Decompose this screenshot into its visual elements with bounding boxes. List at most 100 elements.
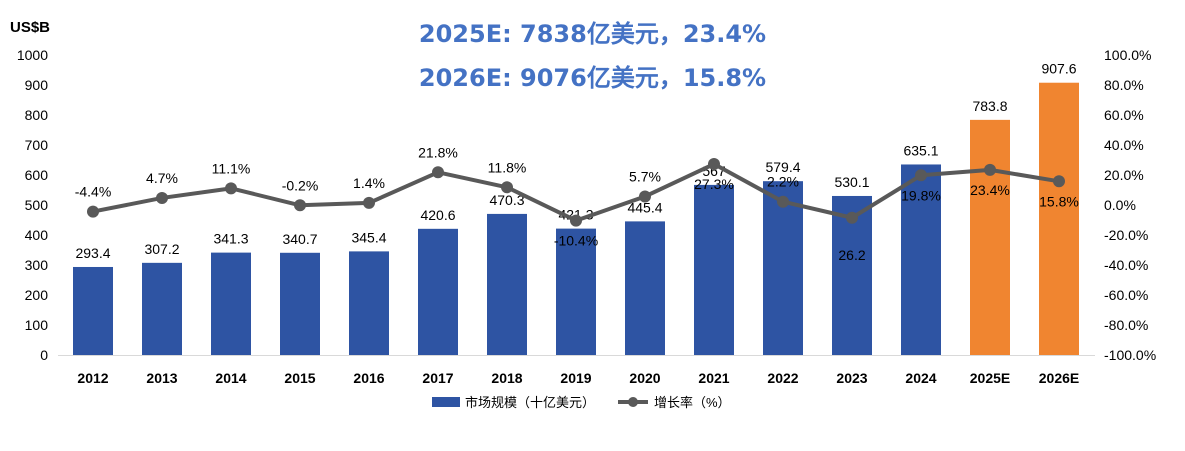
x-tick-label: 2026E xyxy=(1039,370,1079,386)
growth-value-label: 21.8% xyxy=(418,144,458,160)
bar-value-label: 341.3 xyxy=(213,231,248,247)
growth-value-label: 15.8% xyxy=(1039,193,1079,209)
growth-value-label: 1.4% xyxy=(353,175,385,191)
x-tick-label: 2014 xyxy=(215,370,246,386)
x-tick-label: 2023 xyxy=(836,370,867,386)
bar-value-label: 420.6 xyxy=(420,207,455,223)
bar-value-label: 293.4 xyxy=(75,245,110,261)
growth-value-label: 27.3% xyxy=(694,176,734,192)
growth-point-2016 xyxy=(363,196,375,209)
right-tick-label: -60.0% xyxy=(1104,287,1148,303)
bar-value-label: 530.1 xyxy=(834,174,869,190)
growth-point-2012 xyxy=(87,205,99,218)
legend-line-label: 增长率（%） xyxy=(654,395,731,410)
x-tick-label: 2013 xyxy=(146,370,177,386)
bar-2016 xyxy=(349,251,389,355)
bar-2020 xyxy=(625,221,665,355)
right-tick-label: -80.0% xyxy=(1104,317,1148,333)
growth-point-2018 xyxy=(501,181,513,194)
right-tick-label: 60.0% xyxy=(1104,107,1144,123)
bar-2026E xyxy=(1039,82,1079,355)
x-tick-label: 2019 xyxy=(560,370,591,386)
growth-point-2023 xyxy=(846,211,858,224)
headline-2026e: 2026E: 9076亿美元，15.8% xyxy=(418,64,767,92)
growth-point-2021 xyxy=(708,158,720,171)
growth-point-2014 xyxy=(225,182,237,195)
right-tick-label: -20.0% xyxy=(1104,227,1148,243)
left-tick-label: 700 xyxy=(25,137,49,153)
growth-point-2024 xyxy=(915,169,927,182)
growth-value-label: 26.2 xyxy=(838,247,865,263)
growth-value-label: 23.4% xyxy=(970,182,1010,198)
growth-point-2020 xyxy=(639,190,651,203)
left-tick-label: 400 xyxy=(25,227,49,243)
growth-value-label: -0.2% xyxy=(282,177,319,193)
left-tick-label: 1000 xyxy=(17,47,48,63)
left-tick-label: 600 xyxy=(25,167,49,183)
left-tick-label: 300 xyxy=(25,257,49,273)
headline-2025e: 2025E: 7838亿美元，23.4% xyxy=(418,20,767,48)
growth-value-label: -4.4% xyxy=(75,184,112,200)
growth-value-label: 19.8% xyxy=(901,187,941,203)
legend-bar-swatch xyxy=(432,397,460,407)
bar-2014 xyxy=(211,252,251,355)
bar-value-label: 783.8 xyxy=(972,98,1007,114)
growth-value-label: 11.1% xyxy=(212,160,251,176)
bar-value-label: 445.4 xyxy=(627,199,662,215)
x-tick-label: 2024 xyxy=(905,370,936,386)
bar-2013 xyxy=(142,262,182,355)
x-tick-label: 2017 xyxy=(422,370,453,386)
bar-2022 xyxy=(763,181,803,355)
x-tick-label: 2025E xyxy=(970,370,1010,386)
x-tick-label: 2022 xyxy=(767,370,798,386)
bar-2017 xyxy=(418,228,458,355)
right-tick-label: -100.0% xyxy=(1104,347,1156,363)
growth-value-label: -10.4% xyxy=(554,233,598,249)
growth-value-label: 11.8% xyxy=(488,159,527,175)
x-tick-label: 2018 xyxy=(491,370,522,386)
left-tick-label: 200 xyxy=(25,287,49,303)
bar-2012 xyxy=(73,266,113,355)
bar-2024 xyxy=(901,164,941,355)
bar-2018 xyxy=(487,213,527,355)
growth-point-2026E xyxy=(1053,175,1065,188)
x-tick-label: 2020 xyxy=(629,370,660,386)
right-tick-label: 20.0% xyxy=(1104,167,1144,183)
bar-value-label: 635.1 xyxy=(903,142,938,158)
bar-2019 xyxy=(556,228,596,355)
growth-point-2019 xyxy=(570,214,582,227)
x-tick-label: 2015 xyxy=(284,370,315,386)
left-tick-label: 800 xyxy=(25,107,49,123)
right-tick-label: 40.0% xyxy=(1104,137,1144,153)
legend-bar-label: 市场规模（十亿美元） xyxy=(465,395,595,410)
right-tick-label: 100.0% xyxy=(1104,47,1151,63)
bar-value-label: 345.4 xyxy=(351,229,386,245)
bar-value-label: 307.2 xyxy=(144,241,179,257)
bar-2015 xyxy=(280,252,320,355)
legend-line-marker xyxy=(628,397,638,407)
left-tick-label: 100 xyxy=(25,317,49,333)
right-tick-label: 0.0% xyxy=(1104,197,1136,213)
growth-value-label: 4.7% xyxy=(146,170,178,186)
bar-2025E xyxy=(970,119,1010,355)
left-axis-unit: US$B xyxy=(10,19,50,36)
bar-value-label: 340.7 xyxy=(282,231,317,247)
growth-value-label: 2.2% xyxy=(767,174,799,190)
growth-point-2013 xyxy=(156,191,168,204)
growth-point-2022 xyxy=(777,195,789,208)
growth-point-2025E xyxy=(984,163,996,176)
x-tick-label: 2021 xyxy=(698,370,729,386)
bar-value-label: 470.3 xyxy=(489,192,524,208)
x-tick-label: 2016 xyxy=(353,370,384,386)
right-tick-label: 80.0% xyxy=(1104,77,1144,93)
left-tick-label: 900 xyxy=(25,77,49,93)
bar-value-label: 579.4 xyxy=(765,159,800,175)
growth-point-2015 xyxy=(294,199,306,212)
left-tick-label: 500 xyxy=(25,197,49,213)
bar-2021 xyxy=(694,184,734,355)
growth-point-2017 xyxy=(432,166,444,179)
bar-value-label: 907.6 xyxy=(1041,61,1076,77)
growth-value-label: 5.7% xyxy=(629,168,661,184)
